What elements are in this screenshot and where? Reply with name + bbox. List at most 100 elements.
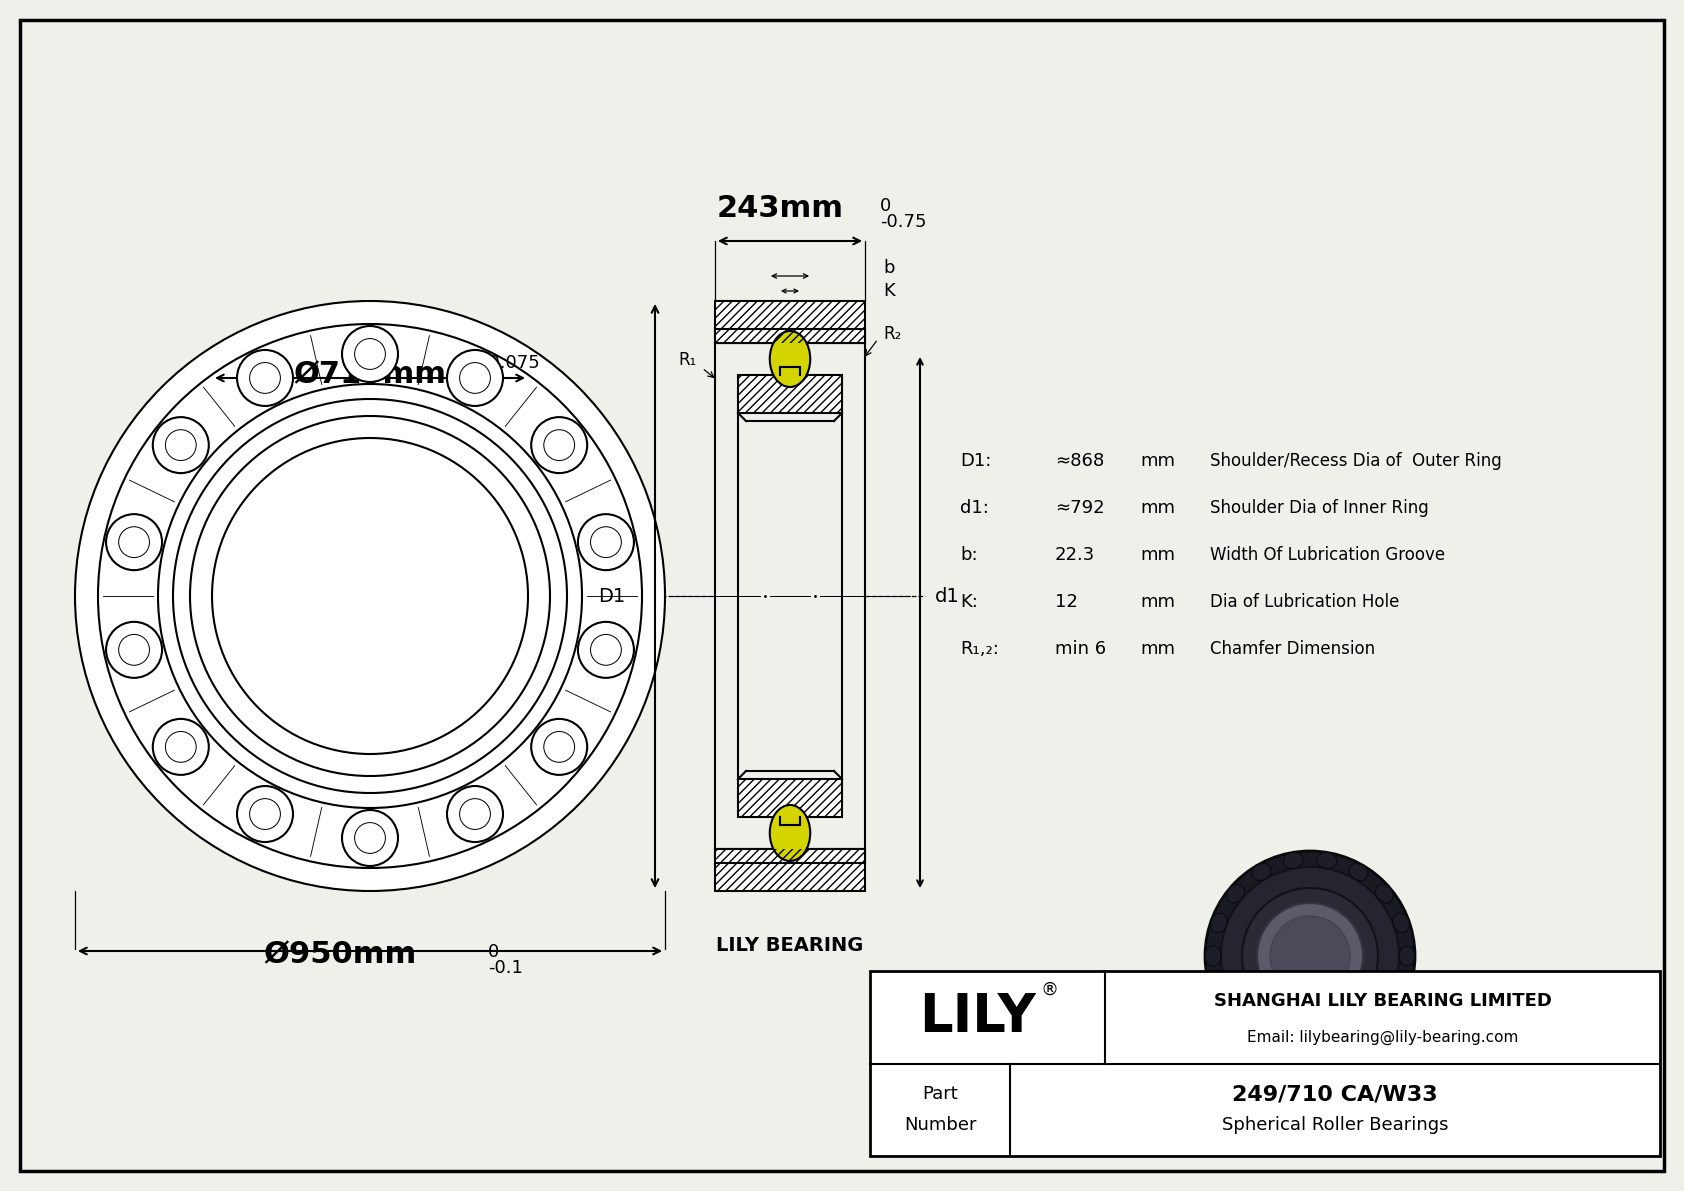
Circle shape [530,719,588,775]
Text: b:: b: [960,545,978,565]
Text: mm: mm [1140,499,1175,517]
Circle shape [118,526,150,557]
Circle shape [460,799,490,829]
Text: ®: ® [1041,980,1059,998]
Circle shape [446,786,504,842]
Text: -0.075: -0.075 [482,354,541,372]
Text: LILY BEARING: LILY BEARING [716,936,864,955]
Text: 0: 0 [881,197,891,216]
Ellipse shape [1393,913,1410,933]
Text: Ø710mm: Ø710mm [293,360,446,389]
Text: ≈868: ≈868 [1054,453,1105,470]
Circle shape [249,799,281,829]
Text: D1:: D1: [960,453,992,470]
Ellipse shape [1317,1043,1337,1060]
Polygon shape [716,849,866,891]
Circle shape [153,417,209,473]
Circle shape [1270,916,1351,996]
Circle shape [578,622,633,678]
Text: d1:: d1: [960,499,989,517]
Text: d1: d1 [935,586,960,605]
Text: b: b [882,258,894,278]
Circle shape [446,350,504,406]
Ellipse shape [1393,979,1410,999]
Text: Dia of Lubrication Hole: Dia of Lubrication Hole [1211,593,1399,611]
Text: Shoulder Dia of Inner Ring: Shoulder Dia of Inner Ring [1211,499,1428,517]
Text: 0: 0 [482,368,493,386]
Circle shape [106,515,162,570]
Circle shape [591,635,621,666]
Text: K:: K: [960,593,978,611]
Text: K: K [882,282,894,300]
Circle shape [118,635,150,666]
Circle shape [355,338,386,369]
Circle shape [249,362,281,393]
Circle shape [212,438,529,754]
Ellipse shape [1206,946,1221,966]
Text: mm: mm [1140,640,1175,657]
Circle shape [106,622,162,678]
Text: -0.75: -0.75 [881,213,926,231]
Text: 243mm: 243mm [716,194,844,223]
Text: Shoulder/Recess Dia of  Outer Ring: Shoulder/Recess Dia of Outer Ring [1211,453,1502,470]
Circle shape [76,301,665,891]
Text: Chamfer Dimension: Chamfer Dimension [1211,640,1376,657]
Ellipse shape [1317,853,1337,868]
Text: mm: mm [1140,453,1175,470]
Circle shape [1256,903,1362,1009]
Polygon shape [738,779,842,817]
Text: 22.3: 22.3 [1054,545,1095,565]
Circle shape [237,350,293,406]
Circle shape [190,416,551,777]
Circle shape [98,324,642,868]
Ellipse shape [1251,863,1271,880]
Circle shape [165,731,197,762]
Text: Number: Number [904,1116,977,1135]
Ellipse shape [1283,1043,1303,1060]
Circle shape [342,326,397,382]
Text: 249/710 CA/W33: 249/710 CA/W33 [1233,1084,1438,1104]
Text: Spherical Roller Bearings: Spherical Roller Bearings [1223,1116,1448,1135]
Ellipse shape [770,331,810,387]
Polygon shape [716,329,866,343]
Circle shape [530,417,588,473]
Circle shape [1206,852,1415,1061]
Circle shape [1221,867,1399,1045]
Text: -0.1: -0.1 [488,959,522,977]
Text: 12: 12 [1054,593,1078,611]
Polygon shape [716,849,866,863]
Ellipse shape [1376,885,1393,903]
Circle shape [158,384,583,807]
Ellipse shape [1211,979,1228,999]
Circle shape [578,515,633,570]
Text: SHANGHAI LILY BEARING LIMITED: SHANGHAI LILY BEARING LIMITED [1214,992,1551,1010]
Text: R₁: R₁ [679,351,697,369]
Text: R₁,₂:: R₁,₂: [960,640,999,657]
Ellipse shape [1399,946,1415,966]
Circle shape [544,731,574,762]
Circle shape [173,399,568,793]
Ellipse shape [1349,1031,1367,1048]
Text: Width Of Lubrication Groove: Width Of Lubrication Groove [1211,545,1445,565]
Ellipse shape [1228,885,1244,903]
Circle shape [355,823,386,854]
Ellipse shape [1251,1031,1271,1048]
Ellipse shape [1349,863,1367,880]
Text: D1: D1 [598,586,625,605]
Circle shape [165,430,197,461]
Circle shape [591,526,621,557]
Circle shape [544,430,574,461]
Bar [871,971,1660,1156]
Text: Part: Part [923,1085,958,1103]
Text: 0: 0 [488,943,498,961]
Text: ≈792: ≈792 [1054,499,1105,517]
Ellipse shape [1211,913,1228,933]
Text: mm: mm [1140,545,1175,565]
Text: R₂: R₂ [882,325,901,343]
Polygon shape [716,301,866,343]
Ellipse shape [1283,853,1303,868]
Polygon shape [738,375,842,413]
Circle shape [1243,888,1378,1024]
Circle shape [153,719,209,775]
Text: mm: mm [1140,593,1175,611]
